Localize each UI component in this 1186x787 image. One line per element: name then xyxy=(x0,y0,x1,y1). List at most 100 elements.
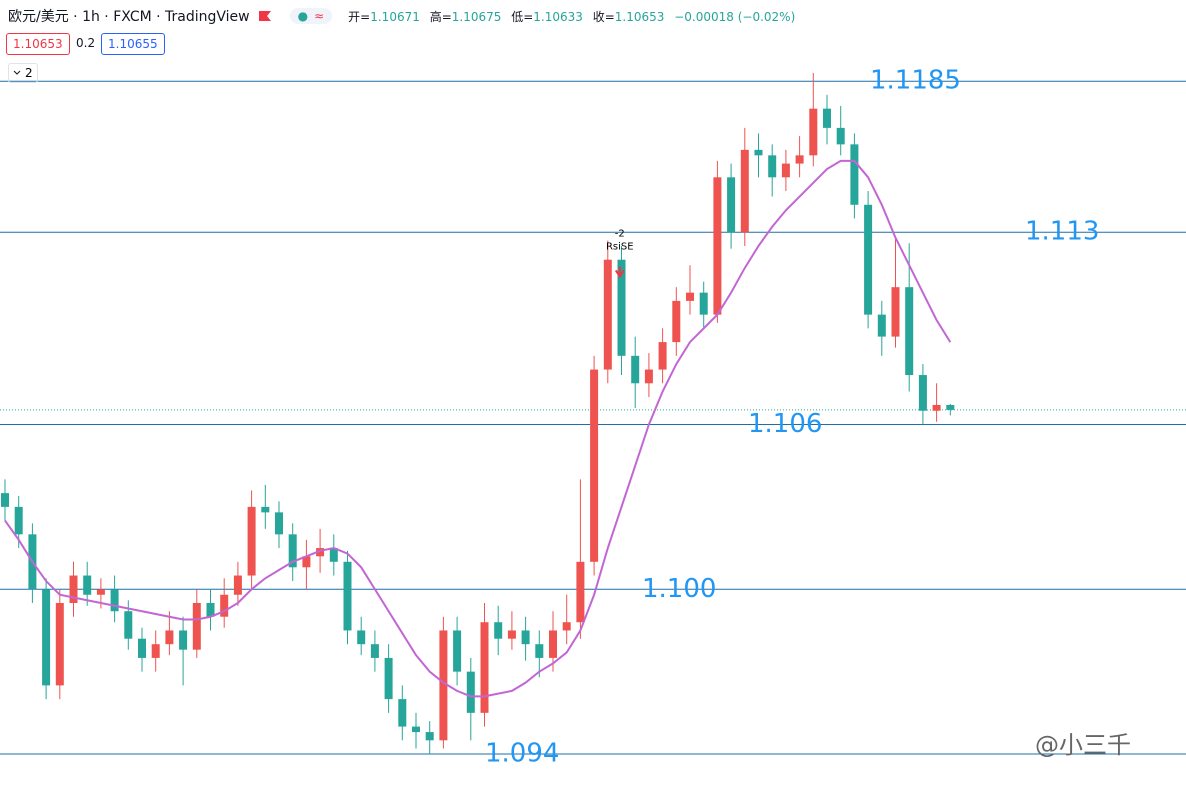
candle-body xyxy=(261,506,270,513)
candle-body xyxy=(316,548,325,557)
candle-body xyxy=(946,404,955,410)
candle-body xyxy=(151,644,160,658)
flag-icon xyxy=(258,11,271,21)
candle-body xyxy=(521,630,530,645)
level-label: 1.113 xyxy=(1025,217,1099,247)
candle-body xyxy=(809,108,818,156)
candle-body xyxy=(617,259,626,356)
ohlc-legend: 开=1.10671 高=1.10675 低=1.10633 收=1.10653 … xyxy=(348,8,801,25)
candle-body xyxy=(233,575,242,595)
candle-body xyxy=(905,287,914,376)
candle-body xyxy=(247,506,256,576)
candle-body xyxy=(275,512,283,535)
candle-body xyxy=(398,699,407,727)
candle-body xyxy=(740,149,749,233)
level-label: 1.106 xyxy=(748,409,822,439)
chevron-icon xyxy=(13,70,21,75)
signal-name: RsiSE xyxy=(606,241,634,252)
candle-body xyxy=(412,726,420,733)
candle-body xyxy=(96,589,105,595)
candle-body xyxy=(576,561,585,623)
candle-body xyxy=(562,622,571,631)
candle-body xyxy=(754,149,763,156)
candle-body xyxy=(124,611,133,639)
ma-line xyxy=(4,159,952,698)
signal-arrow xyxy=(614,266,625,279)
candle-body xyxy=(206,602,215,617)
indicator-count: 2 xyxy=(25,66,33,80)
candle-body xyxy=(357,630,366,645)
candle-body xyxy=(713,177,722,315)
candle-body xyxy=(727,177,736,233)
status-pill[interactable]: ● ≈ xyxy=(289,8,333,24)
candle-body xyxy=(891,287,900,337)
level-label: 1.100 xyxy=(642,574,716,604)
candle-body xyxy=(850,144,859,205)
candle-body xyxy=(823,108,831,128)
candle-body xyxy=(932,404,941,411)
high-value: 1.10675 xyxy=(451,9,502,24)
candle-body xyxy=(425,732,434,741)
candle-body xyxy=(370,644,379,658)
candle-body xyxy=(631,355,640,384)
candle-body xyxy=(220,594,229,617)
candle-body xyxy=(439,630,448,741)
watermark: @小三千 xyxy=(1035,731,1131,759)
close-value: 1.10653 xyxy=(614,9,665,24)
candle-body xyxy=(165,630,174,645)
bid-badge[interactable]: 1.10653 xyxy=(6,33,70,55)
candle-body xyxy=(507,630,516,639)
candle-body xyxy=(686,292,694,301)
candle-body xyxy=(288,534,297,568)
candle-body xyxy=(658,342,667,370)
candle-body xyxy=(836,127,845,145)
indicator-toggle[interactable]: 2 xyxy=(8,63,38,83)
signal-value: -2 xyxy=(615,228,625,239)
candle-body xyxy=(644,369,653,384)
candle-body xyxy=(494,622,503,639)
candle-body xyxy=(343,561,352,631)
candle-body xyxy=(864,204,873,315)
candle-body xyxy=(535,644,544,658)
level-label: 1.1185 xyxy=(870,66,961,96)
candle-body xyxy=(781,163,790,178)
candle-body xyxy=(768,155,777,178)
low-value: 1.10633 xyxy=(533,9,583,24)
spread: 0.2 xyxy=(76,36,96,50)
candle-body xyxy=(302,556,311,568)
candle-body xyxy=(55,602,64,686)
open-value: 1.10671 xyxy=(370,9,420,24)
candle-body xyxy=(918,375,927,411)
candle-body xyxy=(466,671,475,713)
candle-body xyxy=(179,630,188,650)
candle-body xyxy=(384,657,393,700)
open-label: 开= xyxy=(348,9,371,24)
candle-body xyxy=(138,638,146,658)
candle-body xyxy=(83,575,92,595)
symbol-title: 欧元/美元 · 1h · FXCM · TradingView xyxy=(8,9,250,25)
candle-body xyxy=(877,314,886,337)
candle-body xyxy=(69,575,78,603)
low-label: 低= xyxy=(511,9,534,24)
header: 欧元/美元 · 1h · FXCM · TradingView ● ≈ 开=1.1… xyxy=(8,6,801,26)
candle-body xyxy=(549,630,557,658)
candle-body xyxy=(590,369,599,562)
candle-body xyxy=(110,589,119,612)
candle-body xyxy=(699,292,708,315)
candle-body xyxy=(192,602,201,650)
high-label: 高= xyxy=(429,9,452,24)
candle-body xyxy=(14,506,23,535)
candle-body xyxy=(42,589,51,686)
candle-body xyxy=(1,493,9,507)
candle-body xyxy=(672,300,681,343)
candle-body xyxy=(453,630,462,672)
candle-body xyxy=(603,259,612,370)
level-label: 1.094 xyxy=(485,739,559,769)
change: −0.00018 (−0.02%) xyxy=(674,9,796,24)
candle-body xyxy=(795,155,804,164)
ask-badge[interactable]: 1.10655 xyxy=(101,33,165,55)
candle-body xyxy=(480,622,489,713)
candle-body xyxy=(329,548,338,562)
